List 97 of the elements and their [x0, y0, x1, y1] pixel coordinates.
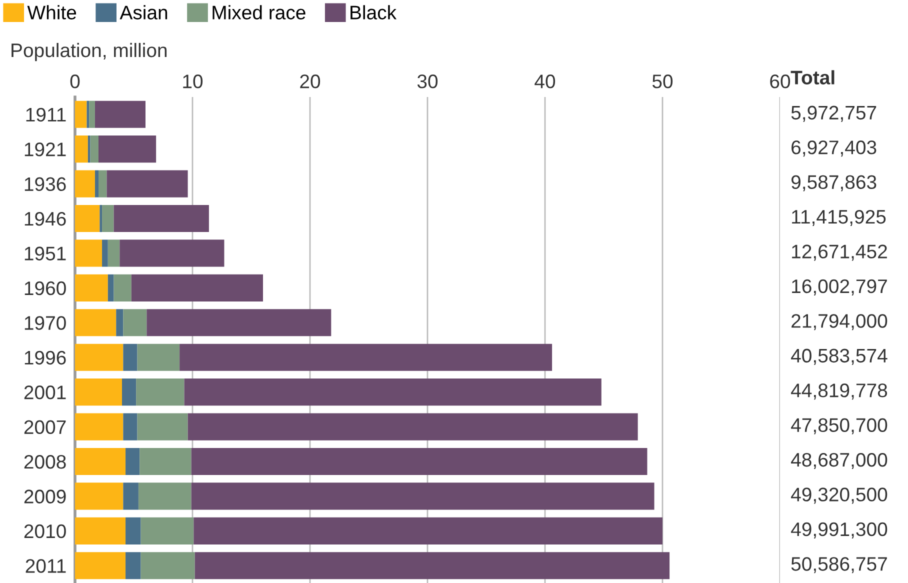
bar [123, 344, 138, 371]
text: 49,991,300 [791, 522, 888, 538]
text: Total [790, 70, 834, 84]
bar [140, 517, 194, 544]
y-tick-label: 2009 [24, 490, 66, 504]
bar [75, 136, 88, 163]
x-tick-label: 20 [300, 74, 320, 88]
bar [75, 240, 102, 267]
bar [75, 378, 122, 406]
legend-label: Black [350, 5, 397, 20]
bar [114, 274, 132, 302]
text: 40,583,574 [791, 348, 888, 365]
bar [116, 309, 124, 336]
bar [75, 552, 126, 580]
bar [184, 378, 602, 406]
text: 9,587,863 [791, 175, 876, 192]
y-tick-label: 2008 [24, 454, 66, 469]
bar [194, 552, 670, 580]
bar [102, 204, 114, 232]
bar [136, 378, 184, 406]
bar [75, 100, 87, 128]
bar [88, 136, 90, 163]
legend-label: White [27, 5, 76, 20]
bar [89, 100, 95, 128]
bar [75, 204, 100, 232]
bar [180, 344, 552, 371]
bar [90, 136, 98, 163]
bar [102, 240, 108, 267]
bar [94, 170, 98, 198]
bar [122, 378, 136, 406]
bar [194, 517, 662, 544]
bar [126, 517, 141, 544]
bar [188, 413, 638, 440]
x-tick-label: 40 [534, 74, 556, 88]
bar [75, 482, 124, 510]
bar [140, 552, 195, 580]
bar [75, 309, 116, 336]
y-tick-label: 1946 [24, 212, 66, 226]
bar [75, 448, 126, 476]
x-tick-label: 50 [652, 74, 673, 88]
bar [75, 274, 108, 302]
bar [123, 309, 147, 336]
bar [75, 170, 95, 198]
y-tick-label: 1996 [24, 350, 66, 365]
bar [100, 204, 102, 232]
x-tick-label: 10 [183, 74, 203, 88]
y-tick-label: 1970 [24, 316, 66, 330]
bar [126, 552, 141, 580]
text: 21,794,000 [792, 314, 888, 330]
text: 6,927,403 [792, 140, 876, 157]
bar [108, 274, 114, 302]
y-tick-label: 1960 [24, 281, 66, 296]
bar [191, 448, 648, 476]
bar [114, 204, 209, 232]
x-tick-label: 60 [770, 74, 790, 88]
text: 48,687,000 [791, 452, 888, 470]
y-tick-label: 1921 [24, 142, 66, 156]
text: 16,002,797 [792, 279, 887, 296]
bar [146, 309, 332, 336]
bar [138, 482, 192, 510]
y-tick-label: 2001 [24, 386, 66, 400]
bar [137, 413, 188, 440]
y-tick-label: 2007 [24, 420, 66, 434]
bar [126, 448, 140, 476]
bar [86, 100, 90, 128]
bar [140, 448, 192, 476]
legend-label: Mixed race [212, 5, 306, 20]
x-tick-label: 0 [70, 74, 80, 88]
x-tick-label: 30 [417, 74, 438, 88]
y-tick-label: 2010 [24, 524, 66, 538]
bar [123, 413, 138, 440]
x-axis-title: Population, million [12, 42, 167, 62]
bar [75, 413, 124, 440]
y-tick-label: 1951 [24, 246, 66, 260]
legend-label: Asian [120, 5, 168, 20]
y-tick-label: 2011 [26, 559, 66, 573]
text: 12,671,452 [792, 244, 887, 261]
bar [120, 240, 224, 267]
bar [106, 170, 188, 198]
text: 44,819,778 [791, 384, 888, 400]
bar [98, 136, 156, 163]
bar [108, 240, 120, 267]
text: 49,320,500 [791, 488, 888, 504]
bar [131, 274, 263, 302]
bar [137, 344, 180, 371]
text: 47,850,700 [791, 418, 888, 434]
bar [123, 482, 138, 510]
y-tick-label: 1911 [26, 108, 66, 122]
text: 11,415,925 [792, 210, 886, 226]
bar [75, 517, 126, 544]
bar [75, 344, 124, 371]
y-tick-label: 1936 [24, 177, 66, 192]
bar [191, 482, 654, 510]
text: 5,972,757 [791, 106, 876, 122]
bar [94, 100, 146, 128]
text: 50,586,757 [791, 557, 887, 574]
bar [98, 170, 107, 198]
